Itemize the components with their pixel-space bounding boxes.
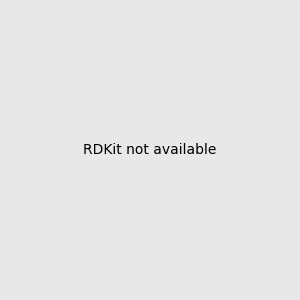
Text: RDKit not available: RDKit not available bbox=[83, 143, 217, 157]
